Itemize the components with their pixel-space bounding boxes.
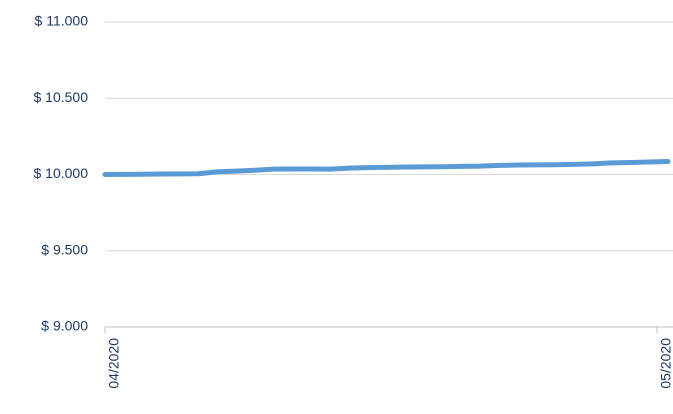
y-tick-label: $ 11.000 [35, 13, 89, 29]
y-tick-label: $ 9.500 [41, 241, 88, 257]
line-series [102, 159, 671, 177]
x-tick-label: 04/2020 [106, 338, 122, 389]
y-tick-label: $ 10.500 [34, 89, 89, 105]
y-tick-label: $ 10.000 [34, 165, 89, 181]
x-tick-label: 05/2020 [658, 338, 673, 389]
y-tick-label: $ 9.000 [41, 318, 88, 334]
